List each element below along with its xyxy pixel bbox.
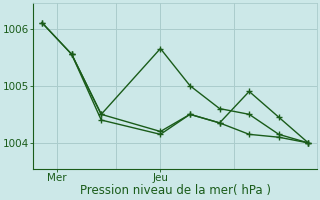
X-axis label: Pression niveau de la mer( hPa ): Pression niveau de la mer( hPa ) xyxy=(80,184,271,197)
